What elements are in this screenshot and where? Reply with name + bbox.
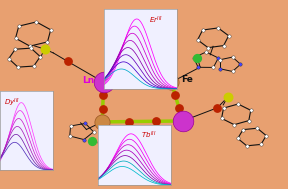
Point [147, 81, 151, 84]
Point [238, 63, 243, 66]
Text: $Er^{III}$: $Er^{III}$ [149, 15, 163, 26]
Point [236, 137, 240, 140]
Point [230, 70, 235, 73]
Point [206, 46, 211, 49]
Point [219, 117, 224, 120]
Point [101, 107, 105, 110]
Point [124, 81, 128, 84]
Point [104, 148, 108, 151]
Point [68, 125, 73, 128]
Point [45, 40, 50, 43]
Point [259, 143, 263, 146]
Point [28, 45, 32, 48]
Text: $Dy^{III}$: $Dy^{III}$ [4, 96, 20, 108]
Point [101, 94, 105, 97]
Point [225, 96, 230, 99]
Point [6, 57, 11, 60]
Point [191, 56, 196, 59]
Point [217, 67, 222, 70]
Point [226, 34, 231, 37]
Point [247, 119, 251, 122]
Point [16, 66, 20, 69]
Point [83, 122, 88, 125]
Point [91, 130, 96, 133]
Point [264, 134, 268, 137]
Point [177, 107, 181, 110]
Point [29, 47, 33, 50]
Point [154, 120, 159, 123]
Point [117, 146, 122, 149]
Point [195, 56, 200, 59]
Point [216, 26, 220, 29]
Point [200, 29, 205, 32]
Point [211, 66, 216, 69]
Point [249, 109, 253, 112]
Point [221, 44, 226, 47]
Point [217, 58, 222, 61]
Point [255, 127, 259, 130]
Point [67, 134, 72, 137]
Point [196, 66, 200, 69]
Point [195, 38, 200, 41]
Text: $Tb^{III}$: $Tb^{III}$ [141, 129, 156, 141]
Point [215, 106, 220, 109]
Text: Ln: Ln [82, 76, 94, 85]
Point [241, 128, 245, 131]
Point [232, 123, 236, 126]
Point [204, 50, 209, 53]
Point [169, 81, 174, 84]
Point [34, 20, 39, 23]
Point [221, 107, 226, 110]
Point [13, 48, 18, 51]
Point [236, 102, 240, 105]
Point [16, 25, 21, 28]
Point [101, 81, 106, 84]
Point [48, 28, 53, 31]
Point [38, 55, 43, 58]
Text: Fe: Fe [181, 75, 193, 84]
Point [245, 144, 249, 147]
Point [100, 120, 105, 123]
Point [126, 120, 131, 123]
Point [107, 134, 111, 137]
Point [119, 138, 123, 141]
Point [230, 56, 235, 59]
Point [13, 37, 18, 40]
Point [97, 140, 102, 143]
Point [31, 65, 36, 68]
Point [65, 60, 70, 63]
Point [42, 48, 47, 51]
Point [82, 138, 86, 141]
Point [181, 119, 185, 122]
Point [216, 57, 221, 60]
Point [90, 139, 94, 142]
Point [173, 94, 177, 97]
